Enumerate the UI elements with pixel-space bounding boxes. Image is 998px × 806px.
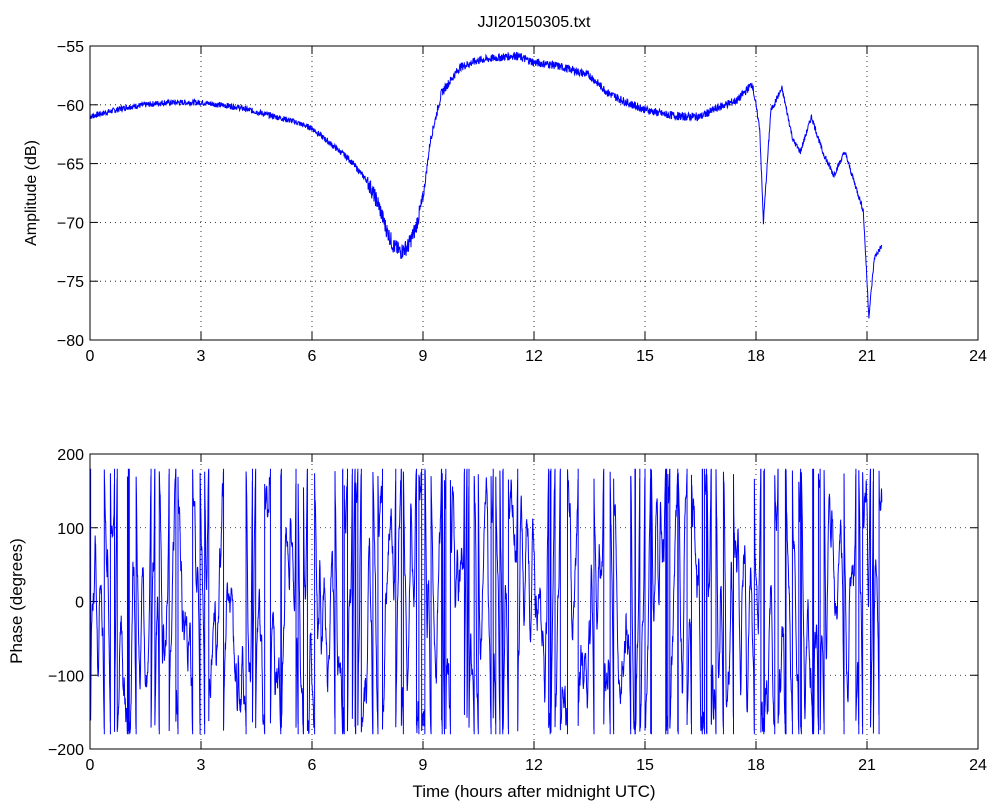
phase-xtick-label: 3 bbox=[197, 757, 206, 774]
phase-xtick-label: 12 bbox=[525, 757, 543, 774]
phase-ytick-label: −200 bbox=[48, 742, 84, 759]
amplitude-axes-frame bbox=[89, 45, 979, 341]
amplitude-xtick-label: 0 bbox=[86, 348, 95, 365]
phase-ytick-label: 200 bbox=[57, 447, 84, 464]
amplitude-xtick-label: 3 bbox=[197, 348, 206, 365]
amplitude-ytick-label: −80 bbox=[57, 333, 84, 350]
amplitude-xtick-label: 6 bbox=[308, 348, 317, 365]
amplitude-xtick-label: 9 bbox=[419, 348, 428, 365]
amplitude-ytick-label: −65 bbox=[57, 157, 84, 174]
phase-axes: Time (hours after midnight UTC) Phase (d… bbox=[7, 447, 987, 801]
amplitude-xtick-label: 18 bbox=[747, 348, 765, 365]
amplitude-xtick-labels: 0 3 6 9 12 15 18 21 24 bbox=[86, 348, 987, 365]
amplitude-title: JJI20150305.txt bbox=[478, 14, 592, 31]
phase-ylabel: Phase (degrees) bbox=[7, 538, 26, 664]
phase-xtick-label: 15 bbox=[636, 757, 654, 774]
phase-xtick-label: 24 bbox=[969, 757, 987, 774]
amplitude-xtick-label: 24 bbox=[969, 348, 987, 365]
phase-xtick-label: 18 bbox=[747, 757, 765, 774]
amplitude-ytick-label: −75 bbox=[57, 274, 84, 291]
amplitude-ytick-labels: −80 −75 −70 −65 −60 −55 bbox=[57, 39, 84, 350]
amplitude-xtick-label: 12 bbox=[525, 348, 543, 365]
phase-xtick-labels: 0 3 6 9 12 15 18 21 24 bbox=[86, 757, 987, 774]
phase-axes-frame bbox=[89, 453, 979, 750]
phase-ytick-label: 100 bbox=[57, 521, 84, 538]
amplitude-xtick-label: 15 bbox=[636, 348, 654, 365]
phase-xtick-label: 21 bbox=[858, 757, 876, 774]
phase-ytick-label: −100 bbox=[48, 668, 84, 685]
phase-ytick-label: 0 bbox=[75, 595, 84, 612]
amplitude-series bbox=[90, 51, 883, 319]
phase-xtick-label: 0 bbox=[86, 757, 95, 774]
amplitude-plot-area bbox=[90, 46, 978, 340]
phase-xlabel: Time (hours after midnight UTC) bbox=[412, 782, 655, 801]
phase-xtick-label: 6 bbox=[308, 757, 317, 774]
amplitude-grid bbox=[90, 46, 978, 340]
amplitude-series-line bbox=[90, 51, 883, 319]
amplitude-ylabel: Amplitude (dB) bbox=[23, 140, 40, 246]
amplitude-ytick-label: −60 bbox=[57, 98, 84, 115]
phase-ytick-labels: −200 −100 0 100 200 bbox=[48, 447, 84, 759]
amplitude-ytick-label: −70 bbox=[57, 215, 84, 232]
phase-xtick-label: 9 bbox=[419, 757, 428, 774]
amplitude-axes: JJI20150305.txt Amplitude (dB) 0 3 6 9 12 15 1… bbox=[23, 14, 987, 365]
amplitude-ytick-label: −55 bbox=[57, 39, 84, 56]
amplitude-xtick-label: 21 bbox=[858, 348, 876, 365]
